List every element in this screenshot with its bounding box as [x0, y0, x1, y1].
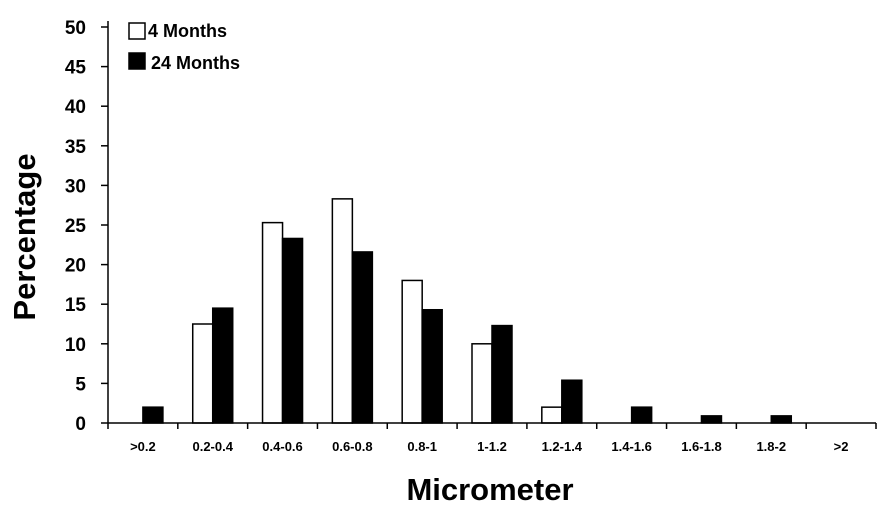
bar-24-months-1-8-2 — [770, 415, 793, 424]
x-tick-label: 0.6-0.8 — [332, 439, 372, 454]
x-tick-label: 1.4-1.6 — [611, 439, 651, 454]
y-tick-label: 15 — [65, 295, 87, 316]
x-axis-ticks: >0.2 0.2-0.4 0.4-0.6 0.6-0.8 0.8-1 1-1.2 1.2-1… — [107, 423, 877, 454]
bar-24-months-1-6-1-8 — [700, 415, 723, 424]
legend-label-24-months: 24 Months — [151, 53, 240, 73]
x-tick-label: >0.2 — [130, 439, 156, 454]
x-tick-label: 0.8-1 — [407, 439, 437, 454]
y-tick-label: 25 — [65, 216, 87, 237]
y-tick-label: 10 — [65, 335, 86, 356]
bar-4-months-0-8-1 — [401, 279, 423, 424]
bar-4-months-1-1-2 — [471, 343, 493, 424]
bar-24-months-1-1-2 — [491, 324, 513, 424]
bar-24-months-1-2-1-4 — [561, 379, 583, 424]
bar-24-months-0-4-0-6 — [281, 237, 304, 424]
x-tick-label: >2 — [834, 439, 849, 454]
y-tick-label: 45 — [65, 58, 87, 79]
y-tick-label: 50 — [65, 18, 86, 39]
x-tick-label: 0.4-0.6 — [262, 439, 302, 454]
bar-4-months-0-4-0-6 — [261, 221, 284, 424]
legend-label-4-months: 4 Months — [148, 21, 227, 41]
bar-24-months-1-4-1-6 — [630, 406, 653, 424]
x-tick-label: 1.2-1.4 — [542, 439, 583, 454]
y-tick-label: 5 — [75, 374, 86, 395]
bar-4-months-0-6-0-8 — [331, 198, 354, 424]
legend: 4 Months 24 Months — [128, 21, 240, 73]
axes — [107, 21, 876, 424]
y-axis-title: Percentage — [7, 153, 42, 320]
y-tick-label: 0 — [75, 414, 86, 435]
legend-swatch-24-months — [128, 52, 146, 70]
plot-area — [142, 198, 793, 424]
y-tick-label: 35 — [65, 137, 87, 158]
bar-24-months-0-2 — [142, 406, 164, 424]
bar-24-months-0-8-1 — [421, 308, 443, 424]
x-axis-title: Micrometer — [406, 472, 573, 507]
x-tick-label: 1.8-2 — [756, 439, 786, 454]
legend-swatch-4-months — [128, 22, 146, 40]
bar-4-months-1-2-1-4 — [541, 406, 563, 424]
bar-24-months-0-2-0-4 — [211, 307, 234, 424]
x-tick-label: 1-1.2 — [477, 439, 507, 454]
y-tick-label: 30 — [65, 176, 86, 197]
y-tick-label: 20 — [65, 256, 86, 277]
x-tick-label: 1.6-1.8 — [681, 439, 721, 454]
x-tick-label: 0.2-0.4 — [192, 439, 233, 454]
bar-4-months-0-2-0-4 — [191, 323, 214, 424]
y-tick-label: 40 — [65, 97, 86, 118]
bar-24-months-0-6-0-8 — [351, 251, 374, 424]
y-axis-ticks: 0 5 10 15 20 25 30 35 40 45 50 — [65, 18, 108, 435]
